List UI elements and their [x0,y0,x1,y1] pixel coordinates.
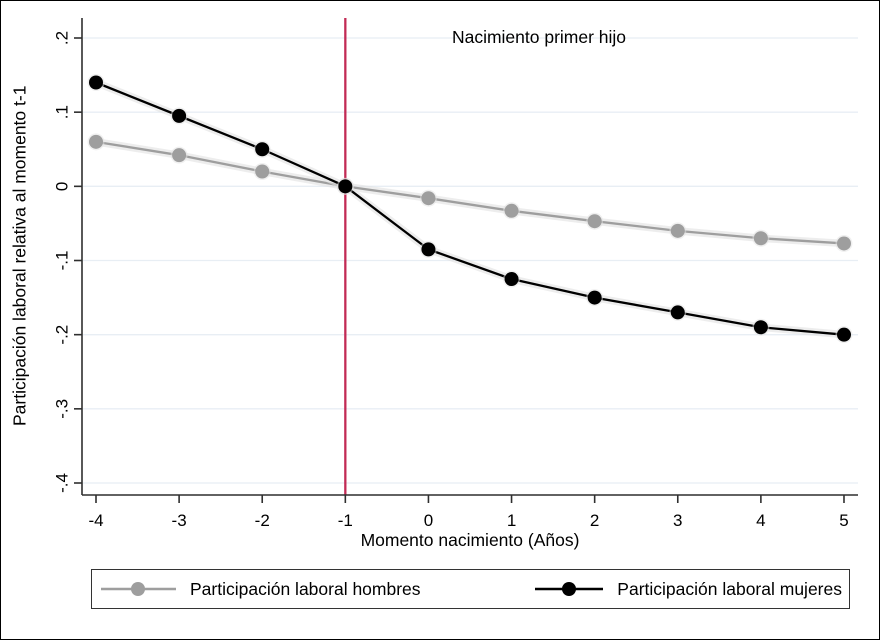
y-tick-label: -.4 [53,473,72,493]
x-tick-label: -2 [255,511,270,530]
confidence-band [95,138,845,248]
data-point [753,320,768,335]
x-tick-label: -1 [338,511,353,530]
data-point [172,148,187,163]
data-point [670,305,685,320]
x-tick-label: -3 [172,511,187,530]
x-tick-label: -4 [88,511,103,530]
y-tick-label: .1 [53,105,72,119]
data-point [89,134,103,149]
y-tick-label: -.1 [53,251,72,271]
x-tick-label: 2 [590,511,599,530]
data-point [753,231,768,246]
data-point [89,75,103,90]
x-tick-label: 3 [673,511,682,530]
series-line-1 [95,81,845,336]
series-line-0 [95,140,845,245]
legend-item-mujeres: Participación laboral mujeres [534,579,842,600]
data-point [255,142,270,157]
data-point [255,164,270,179]
legend-label-hombres: Participación laboral hombres [190,578,421,599]
data-point [338,179,353,194]
data-point [421,242,436,257]
y-tick-label: -.3 [53,399,72,419]
data-point [587,290,602,305]
x-tick-label: 4 [756,511,765,530]
y-tick-label: 0 [53,182,72,191]
data-point [504,203,519,218]
data-point [836,236,851,251]
x-tick-label: 5 [839,511,848,530]
x-tick-label: 0 [424,511,433,530]
legend-label-mujeres: Participación laboral mujeres [617,578,842,599]
data-point [587,214,602,229]
data-point [421,191,436,206]
legend-item-hombres: Participación laboral hombres [100,579,421,600]
x-tick-label: 1 [507,511,516,530]
plot-title: Nacimiento primer hijo [451,27,627,47]
legend-line-marker-gray-icon [101,582,176,596]
legend-line-marker-black-icon [535,582,604,596]
data-point [670,223,685,238]
x-axis-title: Momento nacimiento (Años) [360,530,580,550]
y-tick-label: -.2 [53,325,72,345]
data-point [504,272,519,287]
y-tick-label: .2 [53,31,72,45]
legend: Participación laboral hombres Participac… [91,569,850,609]
data-point [172,108,187,123]
data-point [836,327,851,342]
y-axis-title: Participación laboral relativa al moment… [9,85,30,427]
confidence-band [94,79,845,339]
